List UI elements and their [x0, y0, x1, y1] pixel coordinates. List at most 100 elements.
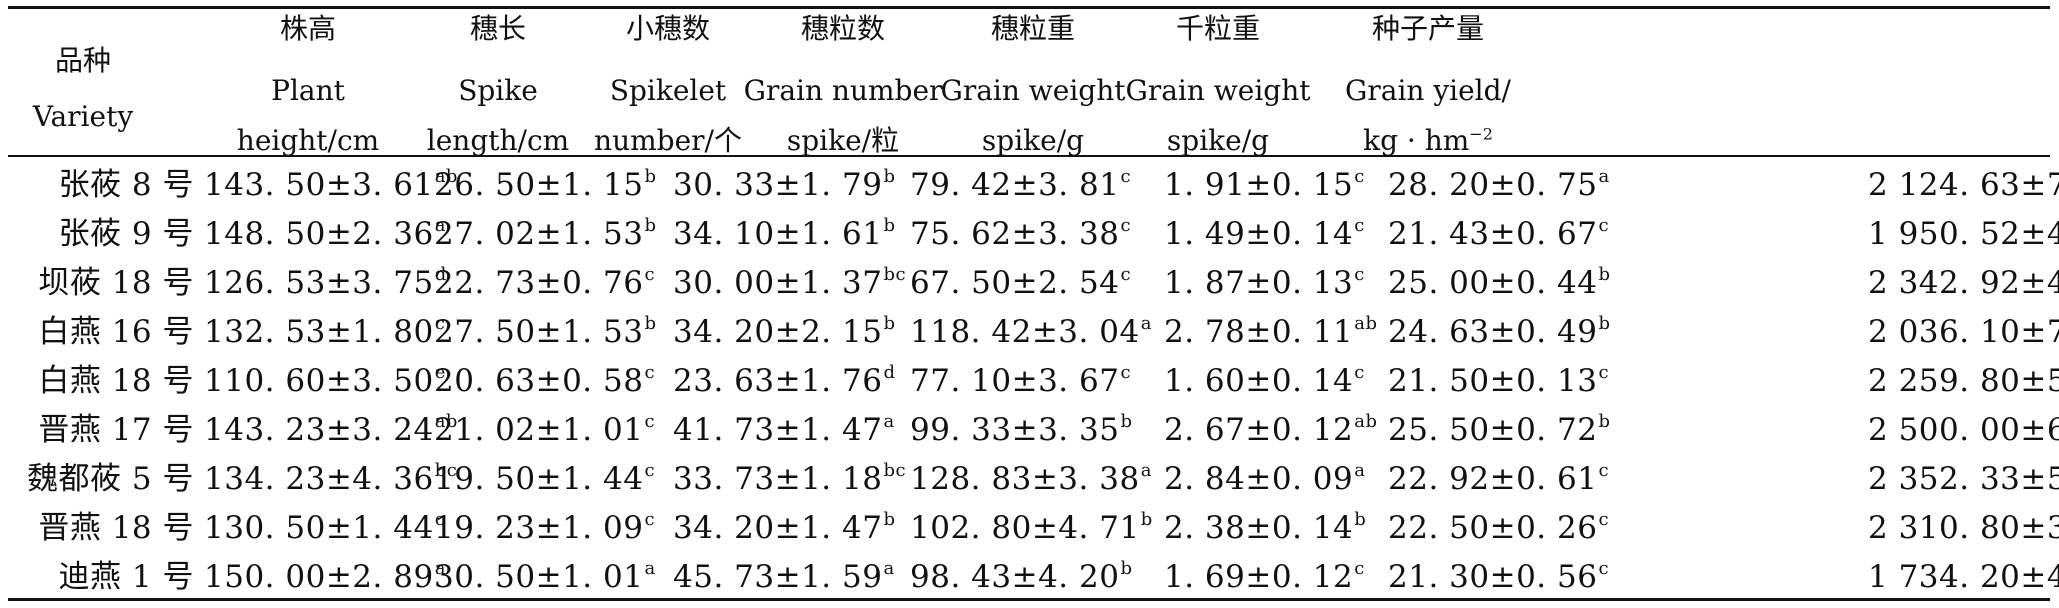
cell-value: 2 036. 10±78. 5 — [1868, 314, 2059, 350]
cell-grain-weight: 1. 91±0. 15c — [1164, 161, 1374, 210]
table-row: 张莜 8 号 143. 50±3. 61ab 26. 50±1. 15b 30. 33… — [8, 161, 2059, 210]
significance-letter: c — [1598, 460, 1610, 481]
header-grain-yield: 种子产量 Grain yield/ kg · hm−2 — [1318, 8, 1538, 158]
cell-value: 22. 50±0. 26 — [1388, 510, 1598, 546]
cell-variety: 坝莜 18 号 — [38, 265, 194, 301]
cell-value: 1 950. 52±48. 5 — [1868, 216, 2059, 252]
cell-variety: 魏都莜 5 号 — [27, 461, 194, 497]
header-en-unit: length/cm — [426, 124, 570, 157]
significance-letter: c — [1120, 215, 1132, 236]
cell-value: 2. 38±0. 14 — [1164, 510, 1354, 546]
cell-thousand-grain-weight: 21. 50±0. 13c — [1388, 357, 1609, 406]
cell-spike-length: 19. 23±1. 09c — [434, 504, 655, 553]
cell-value: 2 310. 80±38. 4 — [1868, 510, 2059, 546]
cell-value: 34. 20±2. 15 — [673, 314, 883, 350]
cell-value: 2. 78±0. 11 — [1164, 314, 1354, 350]
cell-value: 1. 49±0. 14 — [1164, 216, 1354, 252]
cell-spikelet-number: 34. 20±1. 47b — [673, 504, 895, 553]
cell-variety: 晋燕 18 号 — [38, 510, 194, 546]
significance-letter: ab — [434, 166, 458, 187]
cell-value: 102. 80±4. 71 — [910, 510, 1140, 546]
significance-letter: a — [1598, 166, 1610, 187]
significance-letter: ab — [1354, 313, 1378, 334]
cell-variety: 张莜 9 号 — [58, 216, 194, 252]
significance-letter: bc — [434, 460, 458, 481]
header-zh: 穗长 — [469, 12, 526, 45]
header-en-unit: spike/g — [1166, 124, 1270, 157]
cell-spike-length: 19. 50±1. 44c — [434, 455, 655, 504]
cell-value: 45. 73±1. 59 — [673, 559, 883, 595]
cell-thousand-grain-weight: 24. 63±0. 49b — [1388, 308, 1610, 357]
significance-letter: b — [644, 313, 657, 334]
header-grain-number: 穗粒数 Grain number spike/粒 — [738, 8, 948, 158]
significance-letter: b — [883, 509, 896, 530]
cell-value: 1. 87±0. 13 — [1164, 265, 1354, 301]
significance-letter: bc — [883, 460, 907, 481]
cell-plant-height: 143. 23±3. 24ab — [204, 406, 457, 455]
cell-value: 25. 50±0. 72 — [1388, 412, 1598, 448]
header-zh: 种子产量 — [1371, 12, 1484, 45]
cell-grain-weight: 1. 87±0. 13c — [1164, 259, 1374, 308]
significance-letter: c — [1354, 166, 1365, 187]
cell-thousand-grain-weight: 22. 50±0. 26c — [1388, 504, 1609, 553]
cell-value: 30. 50±1. 01 — [434, 559, 644, 595]
cell-grain-number: 99. 33±3. 35b — [910, 406, 1140, 455]
significance-letter: b — [883, 215, 896, 236]
significance-letter: b — [1598, 264, 1611, 285]
table-row: 坝莜 18 号 126. 53±3. 75d 22. 73±0. 76c 30. 00… — [8, 259, 2059, 308]
header-unit-exponent: −2 — [1469, 124, 1493, 144]
cell-value: 19. 50±1. 44 — [434, 461, 644, 497]
significance-letter: ab — [434, 411, 458, 432]
cell-grain-number: 79. 42±3. 81c — [910, 161, 1140, 210]
cell-grain-weight: 2. 67±0. 12ab — [1164, 406, 1377, 455]
cell-value: 2 259. 80±54. 7 — [1868, 363, 2059, 399]
cell-value: 2 124. 63±72. 2 — [1868, 167, 2059, 203]
cell-grain-weight: 2. 84±0. 09a — [1164, 455, 1374, 504]
cell-value: 99. 33±3. 35 — [910, 412, 1120, 448]
cell-value: 118. 42±3. 04 — [910, 314, 1140, 350]
cell-value: 26. 50±1. 15 — [434, 167, 644, 203]
header-spike-length: 穗长 Spike length/cm — [403, 8, 593, 158]
cell-value: 21. 50±0. 13 — [1388, 363, 1598, 399]
cell-grain-yield: 2 124. 63±72. 2 — [1868, 161, 2059, 210]
header-zh: 株高 — [279, 12, 336, 45]
cell-value: 27. 50±1. 53 — [434, 314, 644, 350]
cell-value: 28. 20±0. 75 — [1388, 167, 1598, 203]
data-table: 品种 Variety 株高 Plant height/cm 穗长 Spike l… — [8, 0, 2059, 608]
significance-letter: b — [1598, 411, 1611, 432]
cell-value: 21. 02±1. 01 — [434, 412, 644, 448]
cell-variety: 白燕 16 号 — [38, 314, 194, 350]
significance-letter: b — [883, 166, 896, 187]
cell-spikelet-number: 30. 33±1. 79b — [673, 161, 895, 210]
cell-grain-yield: 2 310. 80±38. 4 — [1868, 504, 2059, 553]
significance-letter: c — [1598, 362, 1610, 383]
cell-grain-yield: 2 352. 33±50. 1 — [1868, 455, 2059, 504]
table-row: 晋燕 17 号 143. 23±3. 24ab 21. 02±1. 01c 41. 7… — [8, 406, 2059, 455]
cell-thousand-grain-weight: 25. 50±0. 72b — [1388, 406, 1610, 455]
cell-plant-height: 126. 53±3. 75d — [204, 259, 446, 308]
header-en-unit: spike/粒 — [786, 124, 900, 157]
header-grain-weight: 穗粒重 Grain weight spike/g — [928, 8, 1138, 158]
cell-thousand-grain-weight: 25. 00±0. 44b — [1388, 259, 1610, 308]
significance-letter: c — [1354, 558, 1365, 579]
significance-letter: c — [1598, 558, 1610, 579]
header-en-unit: height/cm — [236, 124, 380, 157]
header-zh: 穗粒重 — [990, 12, 1075, 45]
cell-value: 20. 63±0. 58 — [434, 363, 644, 399]
cell-grain-weight: 2. 38±0. 14b — [1164, 504, 1374, 553]
header-en: Plant — [271, 74, 345, 107]
cell-plant-height: 130. 50±1. 44c — [204, 504, 445, 553]
header-thousand-grain-weight: 千粒重 Grain weight spike/g — [1113, 8, 1323, 158]
header-en: Variety — [32, 100, 134, 133]
cell-value: 25. 00±0. 44 — [1388, 265, 1598, 301]
cell-value: 98. 43±4. 20 — [910, 559, 1120, 595]
cell-variety: 白燕 18 号 — [38, 363, 194, 399]
significance-letter: c — [1120, 166, 1132, 187]
cell-grain-yield: 2 259. 80±54. 7 — [1868, 357, 2059, 406]
cell-value: 77. 10±3. 67 — [910, 363, 1120, 399]
cell-spike-length: 30. 50±1. 01a — [434, 553, 655, 602]
header-en: Grain number — [743, 74, 943, 107]
significance-letter: b — [1140, 509, 1153, 530]
cell-spike-length: 22. 73±0. 76c — [434, 259, 655, 308]
header-unit-text: kg · hm — [1363, 124, 1470, 157]
